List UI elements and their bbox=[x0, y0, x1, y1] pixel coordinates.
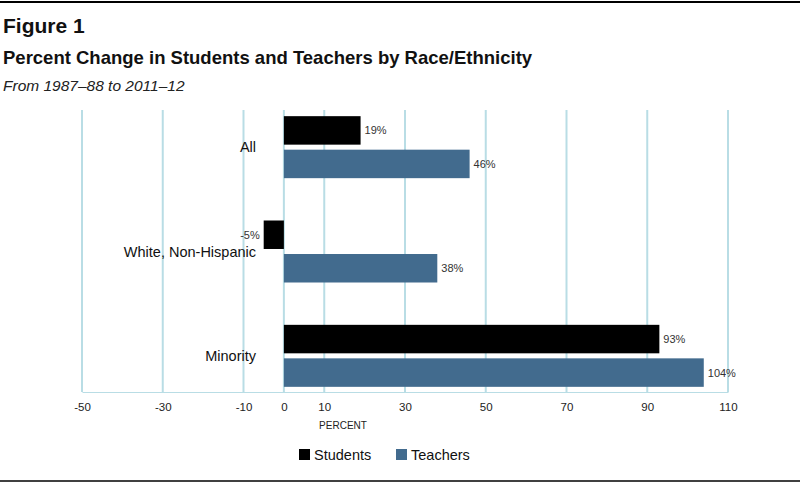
figure-label: Figure 1 bbox=[3, 14, 85, 37]
top-rule bbox=[0, 1, 800, 3]
data-label: 19% bbox=[365, 124, 387, 136]
tick: 0 bbox=[281, 392, 287, 413]
bars bbox=[264, 116, 704, 387]
tick-label: 110 bbox=[719, 401, 737, 413]
tick: 110 bbox=[719, 392, 737, 413]
tick: 70 bbox=[561, 392, 574, 413]
tick: 30 bbox=[399, 392, 412, 413]
tick-label: -50 bbox=[74, 401, 91, 413]
data-label: 46% bbox=[474, 158, 496, 170]
legend-swatch bbox=[396, 449, 407, 460]
tick-label: 90 bbox=[641, 401, 654, 413]
x-axis-label: PERCENT bbox=[319, 420, 367, 431]
title: Percent Change in Students and Teachers … bbox=[3, 47, 533, 68]
tick: 90 bbox=[641, 392, 654, 413]
tick: -50 bbox=[74, 392, 91, 413]
data-label: 93% bbox=[663, 333, 685, 345]
bar bbox=[284, 116, 361, 144]
tick: -30 bbox=[155, 392, 172, 413]
category-labels: All White, Non-Hispanic Minority bbox=[124, 139, 257, 364]
category-label: Minority bbox=[205, 348, 257, 364]
tick-label: 70 bbox=[561, 401, 574, 413]
legend: Students Teachers bbox=[299, 447, 470, 463]
tick-label: 10 bbox=[318, 401, 331, 413]
tick-label: -30 bbox=[155, 401, 172, 413]
data-label: 38% bbox=[441, 262, 463, 274]
tick-label: -10 bbox=[236, 401, 253, 413]
data-label: -5% bbox=[240, 229, 260, 241]
data-label: 104% bbox=[708, 367, 736, 379]
tick: 50 bbox=[480, 392, 493, 413]
legend-swatch bbox=[299, 449, 310, 460]
grid-line bbox=[81, 110, 83, 392]
legend-item: Students bbox=[299, 447, 371, 463]
tick-label: 0 bbox=[281, 401, 287, 413]
bar bbox=[284, 150, 470, 178]
subtitle: From 1987–88 to 2011–12 bbox=[3, 77, 185, 94]
data-labels: 19% -5% 93% 46% 38% 104% bbox=[240, 124, 736, 378]
tick-label: 50 bbox=[480, 401, 493, 413]
tick-label: 30 bbox=[399, 401, 412, 413]
category-label: White, Non-Hispanic bbox=[124, 244, 256, 260]
category-label: All bbox=[240, 139, 256, 155]
grid-line bbox=[727, 110, 729, 392]
legend-item: Teachers bbox=[396, 447, 470, 463]
legend-label: Teachers bbox=[411, 447, 470, 463]
axis-line bbox=[83, 392, 729, 393]
bottom-rule bbox=[0, 480, 800, 482]
grid bbox=[82, 110, 728, 392]
chart-container: Figure 1 Percent Change in Students and T… bbox=[0, 0, 800, 484]
chart-svg: Figure 1 Percent Change in Students and T… bbox=[0, 0, 800, 484]
tick: 10 bbox=[318, 392, 331, 413]
bar bbox=[284, 325, 659, 353]
bar bbox=[284, 358, 704, 386]
tick: -10 bbox=[236, 392, 253, 413]
bar bbox=[264, 221, 284, 249]
bar bbox=[284, 254, 437, 282]
legend-label: Students bbox=[314, 447, 371, 463]
x-axis: -50 -30 -10 0 10 30 50 70 90 110 bbox=[74, 392, 737, 413]
